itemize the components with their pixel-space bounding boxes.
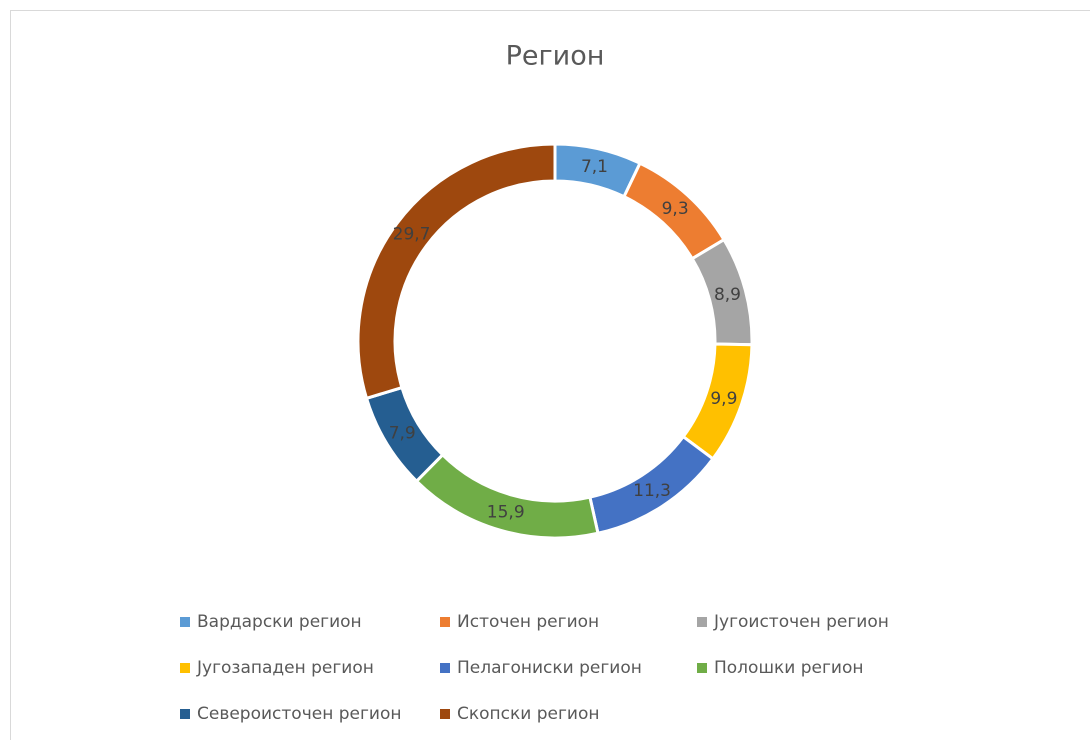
chart-border [10, 10, 1090, 740]
data-label: 7,1 [581, 157, 608, 177]
legend-label: Пелагониски регион [457, 658, 642, 678]
legend-swatch [180, 617, 190, 627]
legend-swatch [697, 663, 707, 673]
legend-label: Полошки регион [714, 658, 863, 678]
legend-label: Скопски регион [457, 704, 599, 724]
data-label: 29,7 [393, 225, 431, 245]
data-label: 8,9 [714, 285, 741, 305]
legend-swatch [697, 617, 707, 627]
legend-swatch [180, 663, 190, 673]
legend-label: Вардарски регион [197, 612, 362, 632]
data-label: 9,9 [710, 389, 737, 409]
data-label: 7,9 [389, 423, 416, 443]
legend-swatch [180, 709, 190, 719]
legend-label: Југозападен регион [196, 658, 374, 678]
legend-label: Североисточен регион [197, 704, 401, 724]
legend-swatch [440, 663, 450, 673]
legend-swatch [440, 617, 450, 627]
chart-title: Регион [506, 41, 605, 72]
legend-label: Источен регион [457, 612, 599, 632]
legend-swatch [440, 709, 450, 719]
data-label: 15,9 [487, 503, 525, 523]
data-label: 9,3 [662, 199, 689, 219]
donut-segment [356, 142, 557, 401]
legend-label: Југоисточен регион [713, 612, 889, 632]
data-label: 11,3 [633, 481, 671, 501]
